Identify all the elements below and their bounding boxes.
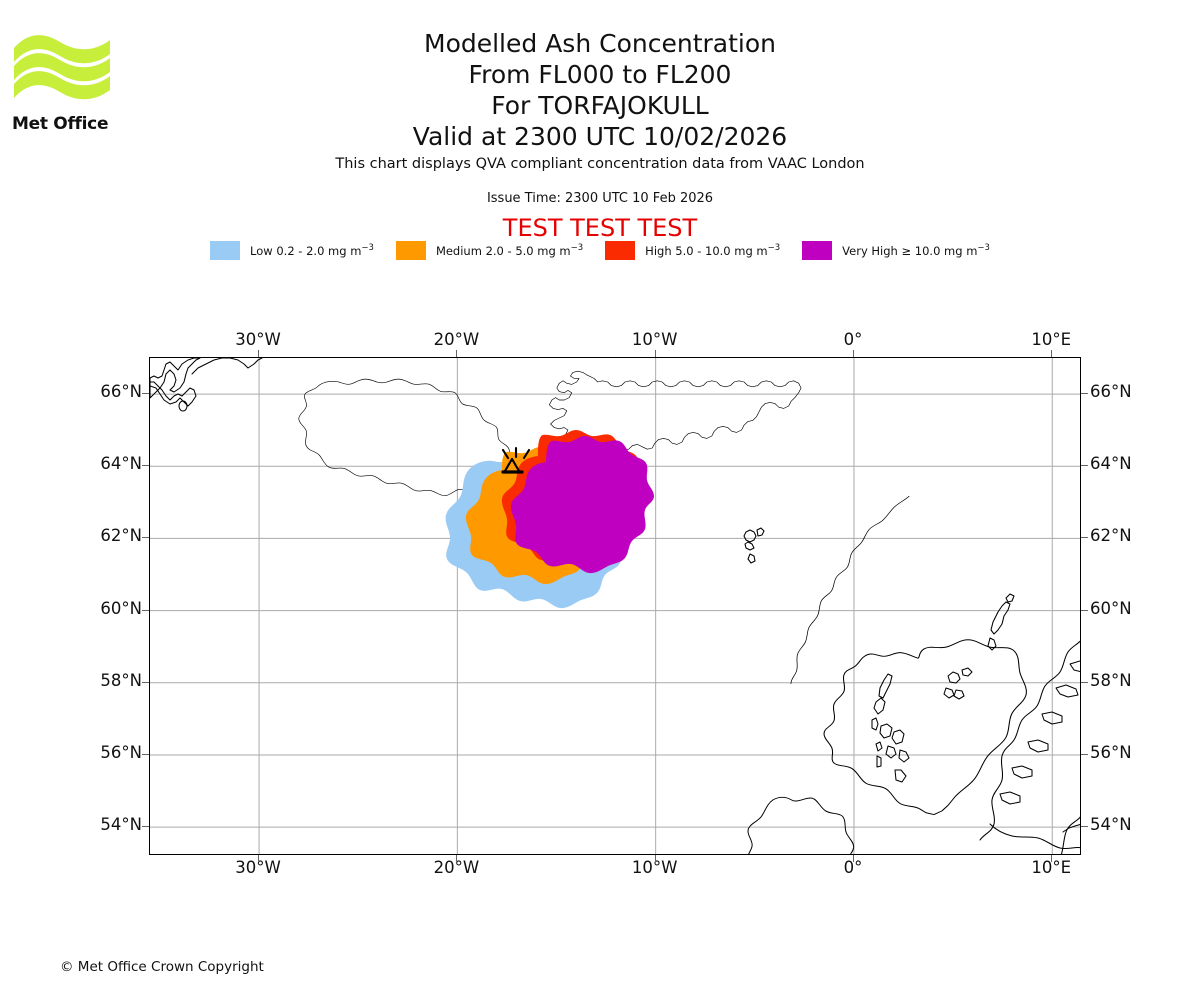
lon-tick-bottom-0: 0° [843, 858, 863, 877]
lon-tick-mark [456, 350, 458, 357]
lat-tick-right-64: 64°N [1090, 454, 1132, 474]
data-source-note: This chart displays QVA compliant concen… [335, 156, 865, 172]
lat-tick-left-56: 56°N [100, 742, 142, 762]
lon-tick-top--10: 10°W [631, 330, 678, 349]
lat-tick-mark [1081, 465, 1088, 467]
lon-tick-top--30: 30°W [235, 330, 281, 349]
lon-tick-mark [852, 350, 854, 357]
concentration-legend: Low 0.2 - 2.0 mg m−3 Medium 2.0 - 5.0 mg … [0, 241, 1200, 260]
title-line-4: Valid at 2300 UTC 10/02/2026 [412, 122, 788, 151]
lat-tick-mark [142, 609, 149, 611]
title-line-3: For TORFAJOKULL [491, 91, 709, 120]
lon-tick-mark [1051, 855, 1053, 862]
lon-tick-mark [654, 855, 656, 862]
lat-tick-mark [1081, 826, 1088, 828]
lon-tick-mark [654, 350, 656, 357]
lat-tick-right-62: 62°N [1090, 526, 1132, 546]
legend-item-very-high: Very High ≥ 10.0 mg m−3 [802, 241, 990, 260]
met-office-logo: Met Office [12, 26, 112, 134]
legend-label-low: Low 0.2 - 2.0 mg m−3 [250, 243, 374, 258]
lon-tick-mark [258, 855, 260, 862]
lat-tick-mark [142, 465, 149, 467]
test-banner: TEST TEST TEST [502, 214, 698, 242]
lat-tick-mark [1081, 681, 1088, 683]
lat-tick-right-56: 56°N [1090, 742, 1132, 762]
legend-swatch-high [605, 241, 636, 260]
lat-tick-right-60: 60°N [1090, 598, 1132, 618]
title-line-2: From FL000 to FL200 [468, 60, 732, 89]
lat-tick-left-64: 64°N [100, 454, 142, 474]
map-graphic [150, 358, 1080, 854]
legend-item-high: High 5.0 - 10.0 mg m−3 [605, 241, 780, 260]
lat-tick-mark [1081, 753, 1088, 755]
coastlines [150, 358, 1080, 854]
legend-item-low: Low 0.2 - 2.0 mg m−3 [210, 241, 374, 260]
legend-swatch-very-high [802, 241, 833, 260]
legend-swatch-medium [395, 241, 426, 260]
lat-tick-mark [142, 681, 149, 683]
ash-plume-contours [445, 430, 654, 609]
lat-tick-left-60: 60°N [100, 598, 142, 618]
lon-tick-mark [1051, 350, 1053, 357]
lon-tick-top--20: 20°W [433, 330, 480, 349]
lat-tick-right-58: 58°N [1090, 670, 1132, 690]
volcano-marker [501, 446, 531, 474]
title-line-1: Modelled Ash Concentration [424, 29, 776, 58]
lat-tick-mark [142, 393, 149, 395]
logo-wordmark: Met Office [12, 114, 109, 134]
legend-label-high: High 5.0 - 10.0 mg m−3 [645, 243, 781, 258]
lat-tick-left-58: 58°N [100, 670, 142, 690]
graticule-grid [150, 358, 1080, 854]
copyright-notice: © Met Office Crown Copyright [60, 959, 264, 975]
plume-contour-very-high [510, 436, 654, 574]
lon-tick-top-0: 0° [843, 330, 863, 349]
lat-tick-mark [142, 826, 149, 828]
lon-tick-bottom--30: 30°W [235, 858, 281, 877]
lon-tick-bottom--20: 20°W [433, 858, 480, 877]
map-plot-area [149, 357, 1081, 855]
lon-tick-top-10: 10°E [1031, 330, 1072, 349]
legend-item-medium: Medium 2.0 - 5.0 mg m−3 [395, 241, 584, 260]
lat-tick-mark [142, 753, 149, 755]
lat-tick-mark [142, 537, 149, 539]
map-container [149, 357, 1081, 855]
lat-tick-mark [1081, 393, 1088, 395]
legend-swatch-low [210, 241, 241, 260]
legend-label-medium: Medium 2.0 - 5.0 mg m−3 [435, 243, 584, 258]
lon-tick-mark [258, 350, 260, 357]
issue-time: Issue Time: 2300 UTC 10 Feb 2026 [486, 191, 714, 206]
lon-tick-mark [456, 855, 458, 862]
logo-waves-icon [14, 35, 110, 100]
lat-tick-right-66: 66°N [1090, 382, 1132, 402]
lon-tick-mark [852, 855, 854, 862]
lat-tick-left-54: 54°N [100, 815, 142, 835]
lat-tick-left-62: 62°N [100, 526, 142, 546]
lat-tick-left-66: 66°N [100, 382, 142, 402]
legend-label-very-high: Very High ≥ 10.0 mg m−3 [842, 243, 990, 258]
lat-tick-mark [1081, 537, 1088, 539]
lon-tick-bottom--10: 10°W [631, 858, 678, 877]
lat-tick-right-54: 54°N [1090, 815, 1132, 835]
lat-tick-mark [1081, 609, 1088, 611]
page-title: Modelled Ash Concentration From FL000 to… [0, 28, 1200, 152]
lon-tick-bottom-10: 10°E [1031, 858, 1072, 877]
